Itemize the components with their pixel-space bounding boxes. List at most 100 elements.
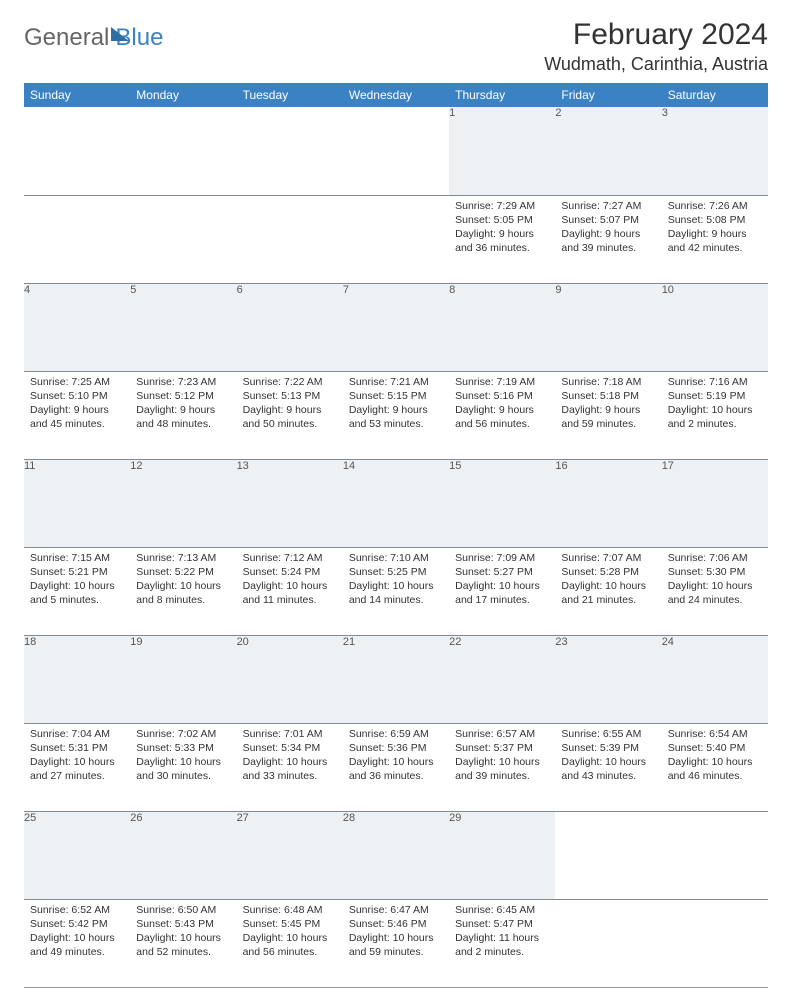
day-number-cell: 24 xyxy=(662,635,768,723)
day-number-cell xyxy=(130,107,236,195)
day-details: Sunrise: 7:23 AMSunset: 5:12 PMDaylight:… xyxy=(130,372,236,437)
calendar-body: 123Sunrise: 7:29 AMSunset: 5:05 PMDaylig… xyxy=(24,107,768,987)
day-body-cell xyxy=(24,195,130,283)
day-details: Sunrise: 7:21 AMSunset: 5:15 PMDaylight:… xyxy=(343,372,449,437)
day-body-cell: Sunrise: 7:01 AMSunset: 5:34 PMDaylight:… xyxy=(237,723,343,811)
daynum-row: 18192021222324 xyxy=(24,635,768,723)
day-body-cell xyxy=(343,195,449,283)
day-body-cell: Sunrise: 7:18 AMSunset: 5:18 PMDaylight:… xyxy=(555,371,661,459)
day-body-cell: Sunrise: 6:57 AMSunset: 5:37 PMDaylight:… xyxy=(449,723,555,811)
day-number-cell: 23 xyxy=(555,635,661,723)
day-details: Sunrise: 7:26 AMSunset: 5:08 PMDaylight:… xyxy=(662,196,768,261)
day-details: Sunrise: 6:55 AMSunset: 5:39 PMDaylight:… xyxy=(555,724,661,789)
day-details: Sunrise: 7:06 AMSunset: 5:30 PMDaylight:… xyxy=(662,548,768,613)
day-details: Sunrise: 7:15 AMSunset: 5:21 PMDaylight:… xyxy=(24,548,130,613)
day-body-cell: Sunrise: 7:04 AMSunset: 5:31 PMDaylight:… xyxy=(24,723,130,811)
day-body-cell: Sunrise: 6:59 AMSunset: 5:36 PMDaylight:… xyxy=(343,723,449,811)
day-details: Sunrise: 7:12 AMSunset: 5:24 PMDaylight:… xyxy=(237,548,343,613)
day-body-cell: Sunrise: 6:48 AMSunset: 5:45 PMDaylight:… xyxy=(237,899,343,987)
day-details: Sunrise: 7:04 AMSunset: 5:31 PMDaylight:… xyxy=(24,724,130,789)
weekday-header: Saturday xyxy=(662,83,768,107)
day-body-cell: Sunrise: 7:02 AMSunset: 5:33 PMDaylight:… xyxy=(130,723,236,811)
day-body-cell: Sunrise: 7:09 AMSunset: 5:27 PMDaylight:… xyxy=(449,547,555,635)
day-details: Sunrise: 6:57 AMSunset: 5:37 PMDaylight:… xyxy=(449,724,555,789)
day-details: Sunrise: 7:29 AMSunset: 5:05 PMDaylight:… xyxy=(449,196,555,261)
day-details: Sunrise: 6:48 AMSunset: 5:45 PMDaylight:… xyxy=(237,900,343,965)
day-details: Sunrise: 7:10 AMSunset: 5:25 PMDaylight:… xyxy=(343,548,449,613)
daynum-row: 2526272829 xyxy=(24,811,768,899)
day-number-cell: 12 xyxy=(130,459,236,547)
day-body-cell: Sunrise: 6:52 AMSunset: 5:42 PMDaylight:… xyxy=(24,899,130,987)
day-body-cell: Sunrise: 7:13 AMSunset: 5:22 PMDaylight:… xyxy=(130,547,236,635)
day-details: Sunrise: 7:27 AMSunset: 5:07 PMDaylight:… xyxy=(555,196,661,261)
month-title: February 2024 xyxy=(544,18,768,52)
day-body-cell: Sunrise: 6:47 AMSunset: 5:46 PMDaylight:… xyxy=(343,899,449,987)
daynum-row: 123 xyxy=(24,107,768,195)
location-subtitle: Wudmath, Carinthia, Austria xyxy=(544,54,768,75)
day-details: Sunrise: 6:59 AMSunset: 5:36 PMDaylight:… xyxy=(343,724,449,789)
day-body-cell: Sunrise: 7:06 AMSunset: 5:30 PMDaylight:… xyxy=(662,547,768,635)
day-body-cell: Sunrise: 6:54 AMSunset: 5:40 PMDaylight:… xyxy=(662,723,768,811)
day-body-cell xyxy=(555,899,661,987)
weekday-header: Sunday xyxy=(24,83,130,107)
day-body-row: Sunrise: 7:29 AMSunset: 5:05 PMDaylight:… xyxy=(24,195,768,283)
day-number-cell: 7 xyxy=(343,283,449,371)
day-details: Sunrise: 7:18 AMSunset: 5:18 PMDaylight:… xyxy=(555,372,661,437)
day-number-cell: 28 xyxy=(343,811,449,899)
weekday-header: Monday xyxy=(130,83,236,107)
logo-triangle-icon xyxy=(111,27,129,41)
day-number-cell: 21 xyxy=(343,635,449,723)
day-number-cell: 25 xyxy=(24,811,130,899)
day-details: Sunrise: 7:22 AMSunset: 5:13 PMDaylight:… xyxy=(237,372,343,437)
day-number-cell: 29 xyxy=(449,811,555,899)
day-details: Sunrise: 7:16 AMSunset: 5:19 PMDaylight:… xyxy=(662,372,768,437)
day-body-cell xyxy=(130,195,236,283)
logo-text-1: General xyxy=(24,24,109,52)
calendar-table: SundayMondayTuesdayWednesdayThursdayFrid… xyxy=(24,83,768,988)
weekday-header: Tuesday xyxy=(237,83,343,107)
day-number-cell: 10 xyxy=(662,283,768,371)
day-body-cell: Sunrise: 7:07 AMSunset: 5:28 PMDaylight:… xyxy=(555,547,661,635)
daynum-row: 45678910 xyxy=(24,283,768,371)
weekday-header: Wednesday xyxy=(343,83,449,107)
day-details: Sunrise: 7:02 AMSunset: 5:33 PMDaylight:… xyxy=(130,724,236,789)
day-body-cell: Sunrise: 7:12 AMSunset: 5:24 PMDaylight:… xyxy=(237,547,343,635)
day-details: Sunrise: 7:01 AMSunset: 5:34 PMDaylight:… xyxy=(237,724,343,789)
day-number-cell xyxy=(237,107,343,195)
day-number-cell xyxy=(343,107,449,195)
day-number-cell: 20 xyxy=(237,635,343,723)
weekday-header: Thursday xyxy=(449,83,555,107)
day-body-row: Sunrise: 6:52 AMSunset: 5:42 PMDaylight:… xyxy=(24,899,768,987)
day-number-cell: 16 xyxy=(555,459,661,547)
day-body-cell: Sunrise: 7:23 AMSunset: 5:12 PMDaylight:… xyxy=(130,371,236,459)
day-body-cell: Sunrise: 7:26 AMSunset: 5:08 PMDaylight:… xyxy=(662,195,768,283)
day-body-cell: Sunrise: 7:25 AMSunset: 5:10 PMDaylight:… xyxy=(24,371,130,459)
day-body-row: Sunrise: 7:15 AMSunset: 5:21 PMDaylight:… xyxy=(24,547,768,635)
day-number-cell: 3 xyxy=(662,107,768,195)
day-number-cell: 26 xyxy=(130,811,236,899)
day-body-cell: Sunrise: 6:45 AMSunset: 5:47 PMDaylight:… xyxy=(449,899,555,987)
day-details: Sunrise: 6:47 AMSunset: 5:46 PMDaylight:… xyxy=(343,900,449,965)
day-details: Sunrise: 7:09 AMSunset: 5:27 PMDaylight:… xyxy=(449,548,555,613)
day-body-row: Sunrise: 7:04 AMSunset: 5:31 PMDaylight:… xyxy=(24,723,768,811)
day-number-cell xyxy=(662,811,768,899)
day-number-cell xyxy=(24,107,130,195)
day-number-cell: 27 xyxy=(237,811,343,899)
title-block: February 2024 Wudmath, Carinthia, Austri… xyxy=(544,18,768,75)
day-number-cell: 11 xyxy=(24,459,130,547)
day-details: Sunrise: 6:50 AMSunset: 5:43 PMDaylight:… xyxy=(130,900,236,965)
day-number-cell: 9 xyxy=(555,283,661,371)
day-body-cell: Sunrise: 7:29 AMSunset: 5:05 PMDaylight:… xyxy=(449,195,555,283)
day-number-cell: 2 xyxy=(555,107,661,195)
day-body-cell: Sunrise: 6:55 AMSunset: 5:39 PMDaylight:… xyxy=(555,723,661,811)
day-number-cell: 18 xyxy=(24,635,130,723)
calendar-head: SundayMondayTuesdayWednesdayThursdayFrid… xyxy=(24,83,768,107)
day-details: Sunrise: 7:07 AMSunset: 5:28 PMDaylight:… xyxy=(555,548,661,613)
day-number-cell: 22 xyxy=(449,635,555,723)
day-body-cell xyxy=(662,899,768,987)
day-body-row: Sunrise: 7:25 AMSunset: 5:10 PMDaylight:… xyxy=(24,371,768,459)
day-body-cell xyxy=(237,195,343,283)
logo: General Blue xyxy=(24,24,163,52)
day-number-cell: 14 xyxy=(343,459,449,547)
daynum-row: 11121314151617 xyxy=(24,459,768,547)
